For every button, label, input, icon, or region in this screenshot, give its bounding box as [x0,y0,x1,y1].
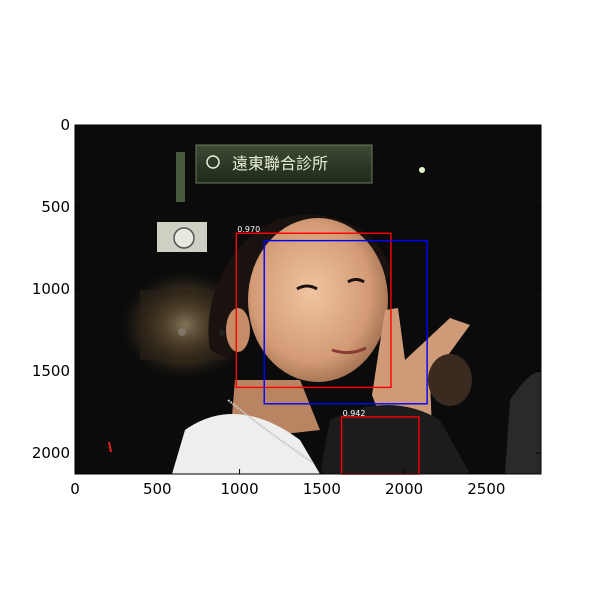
detection-box [235,232,392,389]
x-tick-label: 1000 [220,480,258,498]
detection-score: 0.970 [237,225,260,234]
y-tick-label: 1000 [32,280,70,298]
y-axis: 0 500 1000 1500 2000 [32,116,541,462]
x-axis: 0 500 1000 1500 2000 2500 [70,125,505,498]
left-eye [296,284,318,291]
background-head [428,354,472,406]
y-tick-label: 0 [60,116,70,134]
clinic-sign-text: 遠東聯合診所 [232,154,328,173]
x-tick-label: 0 [70,480,80,498]
sign-emblem [206,155,220,169]
red-mark [108,441,112,453]
x-tick-label: 1500 [303,480,341,498]
right-eye [347,278,365,284]
clinic-sign [195,144,373,184]
y-tick-label: 2000 [32,444,70,462]
photo: 遠東聯合診所 [75,125,541,474]
background-person [320,405,470,474]
detection-box [263,239,428,405]
shirt [172,413,320,474]
x-tick-label: 2000 [385,480,423,498]
necklace [227,399,313,463]
background-figure [505,371,541,474]
y-tick-label: 1500 [32,362,70,380]
face [248,218,388,382]
y-tick-label: 500 [41,198,70,216]
clock-icon [173,227,195,249]
hand [372,308,470,438]
detection-score: 0.942 [343,409,366,418]
axes-frame [74,124,542,475]
street-light [419,167,425,173]
x-tick-label: 500 [143,480,172,498]
ear [226,308,250,352]
x-tick-label: 2500 [467,480,505,498]
earring [219,330,225,336]
mouth [331,346,367,355]
vertical-sign [176,152,185,202]
